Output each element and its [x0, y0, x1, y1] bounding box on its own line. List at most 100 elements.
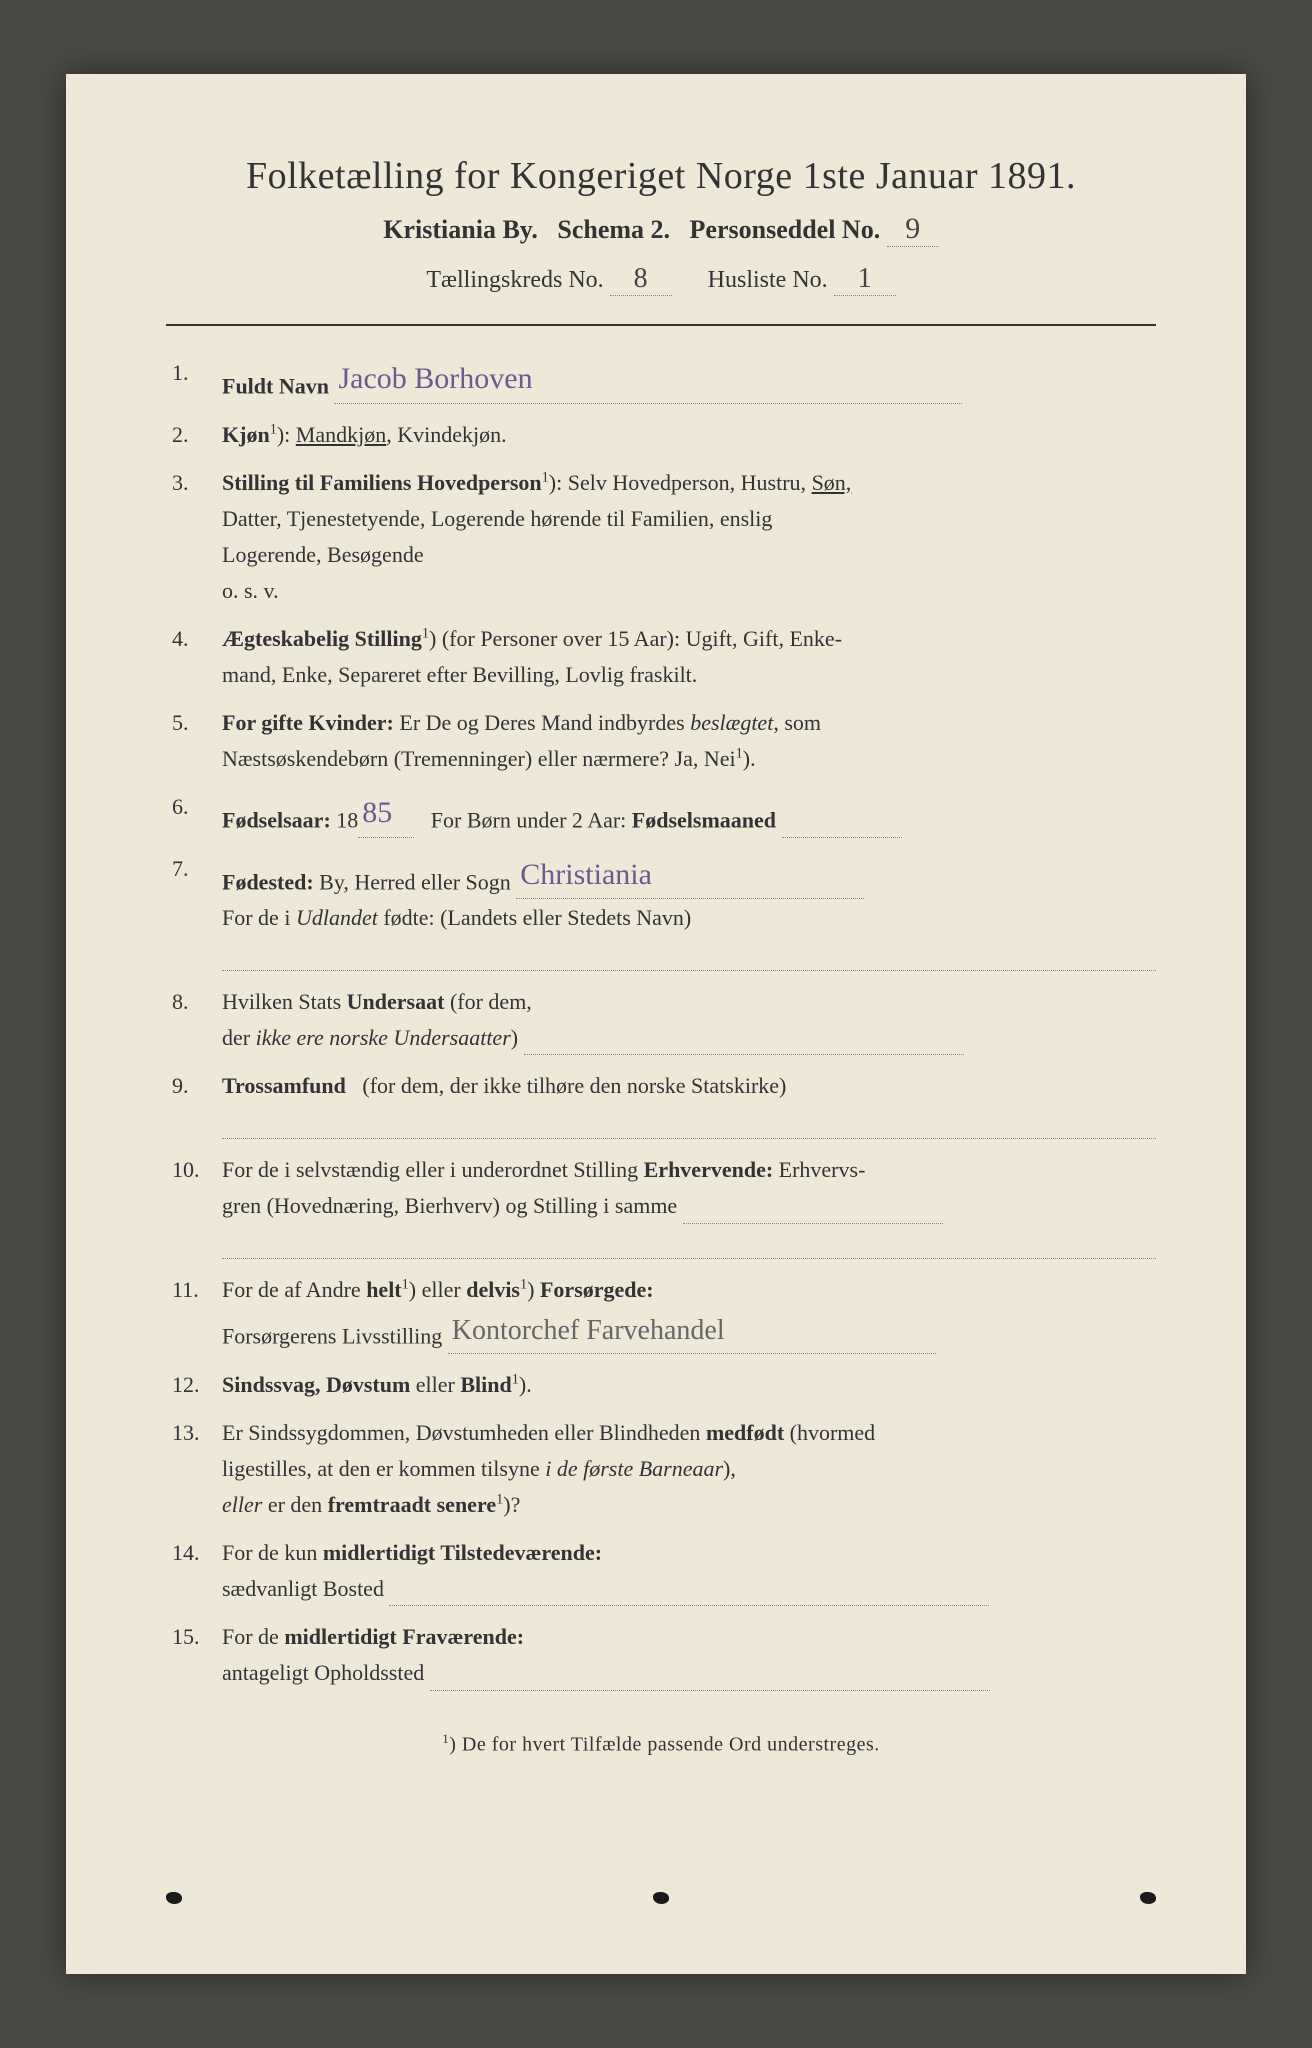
- q14-bold: midlertidigt Tilstedeværende:: [323, 1540, 602, 1565]
- q3: Stilling til Familiens Hovedperson1): Se…: [166, 466, 1156, 608]
- q3-label: Stilling til Familiens Hovedperson: [222, 470, 542, 495]
- q12-t2: eller: [416, 1372, 461, 1397]
- q7-line1: By, Herred eller Sogn: [319, 869, 511, 894]
- q6-mid: For Børn under 2 Aar:: [431, 808, 627, 833]
- q2-sup: 1: [270, 421, 277, 437]
- q8-ital: ikke ere norske Undersaatter: [256, 1025, 511, 1050]
- q5-rest1b: , som: [773, 710, 821, 735]
- q9-blank: [222, 1108, 1156, 1140]
- q4: Ægteskabelig Stilling1) (for Personer ov…: [166, 622, 1156, 692]
- q11-bold2: delvis: [466, 1277, 520, 1302]
- q5-end: ).: [743, 746, 756, 771]
- q1: Fuldt Navn Jacob Borhoven: [166, 356, 1156, 404]
- punch-marks: [166, 1892, 1156, 1904]
- q13-line2b: ),: [723, 1456, 736, 1481]
- kreds-no: 8: [610, 263, 672, 296]
- q6: Fødselsaar: 1885 For Børn under 2 Aar: F…: [166, 790, 1156, 838]
- city-label: Kristiania By.: [383, 215, 538, 244]
- q4-rest1: Ugift, Gift, Enke-: [686, 626, 842, 651]
- q4-sup: 1: [422, 626, 429, 642]
- q12-t1: Sindssvag, Døvstum: [222, 1372, 416, 1397]
- personseddel-no: 9: [887, 212, 939, 247]
- q7-value: Christiania: [516, 852, 864, 900]
- q9: Trossamfund (for dem, der ikke tilhøre d…: [166, 1069, 1156, 1139]
- third-row: Tællingskreds No. 8 Husliste No. 1: [166, 263, 1156, 296]
- q14-line1a: For de kun: [222, 1540, 323, 1565]
- q12-end: ).: [519, 1372, 532, 1397]
- q13-line2a: ligestilles, at den er kommen tilsyne: [222, 1456, 545, 1481]
- husliste-no: 1: [834, 263, 896, 296]
- q3-sup: 1: [542, 469, 549, 485]
- q12-sup: 1: [512, 1371, 519, 1387]
- q13-line1a: Er Sindssygdommen, Døvstumheden eller Bl…: [222, 1420, 706, 1445]
- q7-line2b: fødte: (Landets eller Stedets Navn): [378, 905, 691, 930]
- q6-label2: Fødselsmaaned: [632, 808, 776, 833]
- q3-line3: Logerende, Besøgende: [222, 538, 1156, 572]
- personseddel-label: Personseddel No.: [690, 215, 881, 244]
- q7-label: Fødested:: [222, 869, 314, 894]
- q10-line1a: For de i selvstændig eller i underordnet…: [222, 1157, 644, 1182]
- q7-line2a: For de i: [222, 905, 296, 930]
- q15-blank: [430, 1665, 990, 1690]
- q5: For gifte Kvinder: Er De og Deres Mand i…: [166, 706, 1156, 776]
- q15: For de midlertidigt Fraværende: antageli…: [166, 1620, 1156, 1690]
- q14: For de kun midlertidigt Tilstedeværende:…: [166, 1536, 1156, 1606]
- q11-value: Kontorchef Farvehandel: [448, 1309, 936, 1353]
- q1-label: Fuldt Navn: [222, 373, 329, 398]
- q13-line3b: er den: [262, 1492, 327, 1517]
- q10-blank2: [222, 1228, 1156, 1260]
- q2-opt2: Kvindekjøn.: [397, 422, 506, 447]
- footnote-text: ) De for hvert Tilfælde passende Ord und…: [449, 1733, 879, 1755]
- q5-ital1: beslægtet: [690, 710, 773, 735]
- q4-label: Ægteskabelig Stilling: [222, 626, 422, 651]
- q6-year: 85: [358, 790, 414, 838]
- subtitle-row: Kristiania By. Schema 2. Personseddel No…: [166, 212, 1156, 247]
- q11-bold1: helt: [366, 1277, 401, 1302]
- dot-icon: [166, 1892, 182, 1904]
- husliste-label: Husliste No.: [708, 267, 828, 293]
- q3-son: Søn,: [812, 470, 852, 495]
- q3-line1a: Selv Hovedperson, Hustru,: [568, 470, 812, 495]
- q14-blank: [389, 1581, 989, 1606]
- main-title: Folketælling for Kongeriget Norge 1ste J…: [166, 154, 1156, 198]
- footnote: 1) De for hvert Tilfælde passende Ord un…: [166, 1731, 1156, 1757]
- q5-line2: Næstsøskendebørn (Tremenninger) eller næ…: [222, 746, 736, 771]
- q5-rest1: Er De og Deres Mand indbyrdes: [399, 710, 690, 735]
- q7-ital: Udlandet: [296, 905, 378, 930]
- q14-line2: sædvanligt Bosted: [222, 1576, 384, 1601]
- q13-line1b: (hvormed: [784, 1420, 875, 1445]
- census-form-page: Folketælling for Kongeriget Norge 1ste J…: [66, 74, 1246, 1974]
- q6-prefix: 18: [336, 808, 358, 833]
- q11: For de af Andre helt1) eller delvis1) Fo…: [166, 1273, 1156, 1353]
- q1-value: Jacob Borhoven: [334, 356, 962, 404]
- q10-line2: gren (Hovednæring, Bierhverv) og Stillin…: [222, 1193, 677, 1218]
- q10: For de i selvstændig eller i underordnet…: [166, 1153, 1156, 1259]
- q11-mid: ) eller: [409, 1277, 466, 1302]
- q9-bold: Trossamfund: [222, 1073, 346, 1098]
- q2-label: Kjøn: [222, 422, 270, 447]
- q15-line2: antageligt Opholdssted: [222, 1660, 424, 1685]
- q11-bold3: Forsørgede:: [540, 1277, 654, 1302]
- q9-rest: (for dem, der ikke tilhøre den norske St…: [362, 1073, 786, 1098]
- q8-bold: Undersaat: [347, 989, 445, 1014]
- q7: Fødested: By, Herred eller Sogn Christia…: [166, 852, 1156, 971]
- q6-label: Fødselsaar:: [222, 808, 331, 833]
- q7-blank: [222, 939, 1156, 971]
- dot-icon: [653, 1892, 669, 1904]
- q13-line3a: eller: [222, 1492, 262, 1517]
- q3-line2: Datter, Tjenestetyende, Logerende hørend…: [222, 502, 1156, 536]
- q13-bold2: fremtraadt senere: [328, 1492, 496, 1517]
- q11-sup1: 1: [402, 1277, 409, 1293]
- q4-line2: mand, Enke, Separeret efter Bevilling, L…: [222, 658, 1156, 692]
- q13-ital1: i de første Barneaar: [545, 1456, 723, 1481]
- q8-line2a: der: [222, 1025, 256, 1050]
- q11-line1a: For de af Andre: [222, 1277, 366, 1302]
- q3-line4: o. s. v.: [222, 574, 1156, 608]
- dot-icon: [1140, 1892, 1156, 1904]
- q8-blank: [524, 1030, 964, 1055]
- q11-end: ): [527, 1277, 540, 1302]
- q12-t3: Blind: [460, 1372, 511, 1397]
- schema-label: Schema 2.: [557, 215, 670, 244]
- q10-line1b: Erhvervs-: [773, 1157, 865, 1182]
- q10-bold: Erhvervende:: [644, 1157, 774, 1182]
